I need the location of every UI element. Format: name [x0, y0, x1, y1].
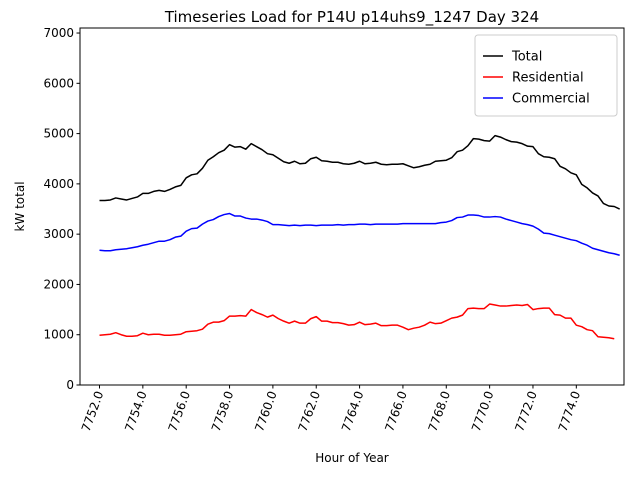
y-tick-label: 3000	[43, 227, 74, 241]
y-tick-label: 4000	[43, 177, 74, 191]
y-tick-label: 1000	[43, 328, 74, 342]
legend-label-commercial: Commercial	[512, 92, 590, 107]
y-axis-label: kW total	[13, 181, 27, 231]
y-tick-label: 2000	[43, 277, 74, 291]
legend: Total Residential Commercial	[474, 34, 618, 117]
legend-label-residential: Residential	[512, 71, 584, 86]
y-tick-label: 0	[66, 378, 74, 392]
chart-title: Timeseries Load for P14U p14uhs9_1247 Da…	[164, 8, 539, 27]
y-tick-label: 5000	[43, 127, 74, 141]
y-tick-label: 6000	[43, 76, 74, 90]
series-line-commercial	[99, 212, 620, 256]
y-tick-label: 7000	[43, 26, 74, 40]
series-line-total	[99, 134, 620, 210]
series-line-residential	[99, 303, 615, 340]
x-axis-label: Hour of Year	[315, 451, 389, 465]
axes-frame	[79, 27, 625, 386]
legend-label-total: Total	[511, 50, 542, 65]
y-axis-ticks: 0 1000 2000 3000 4000 5000 6000 7000	[43, 26, 80, 392]
legend-box	[474, 34, 618, 117]
plot-lines	[99, 134, 620, 340]
